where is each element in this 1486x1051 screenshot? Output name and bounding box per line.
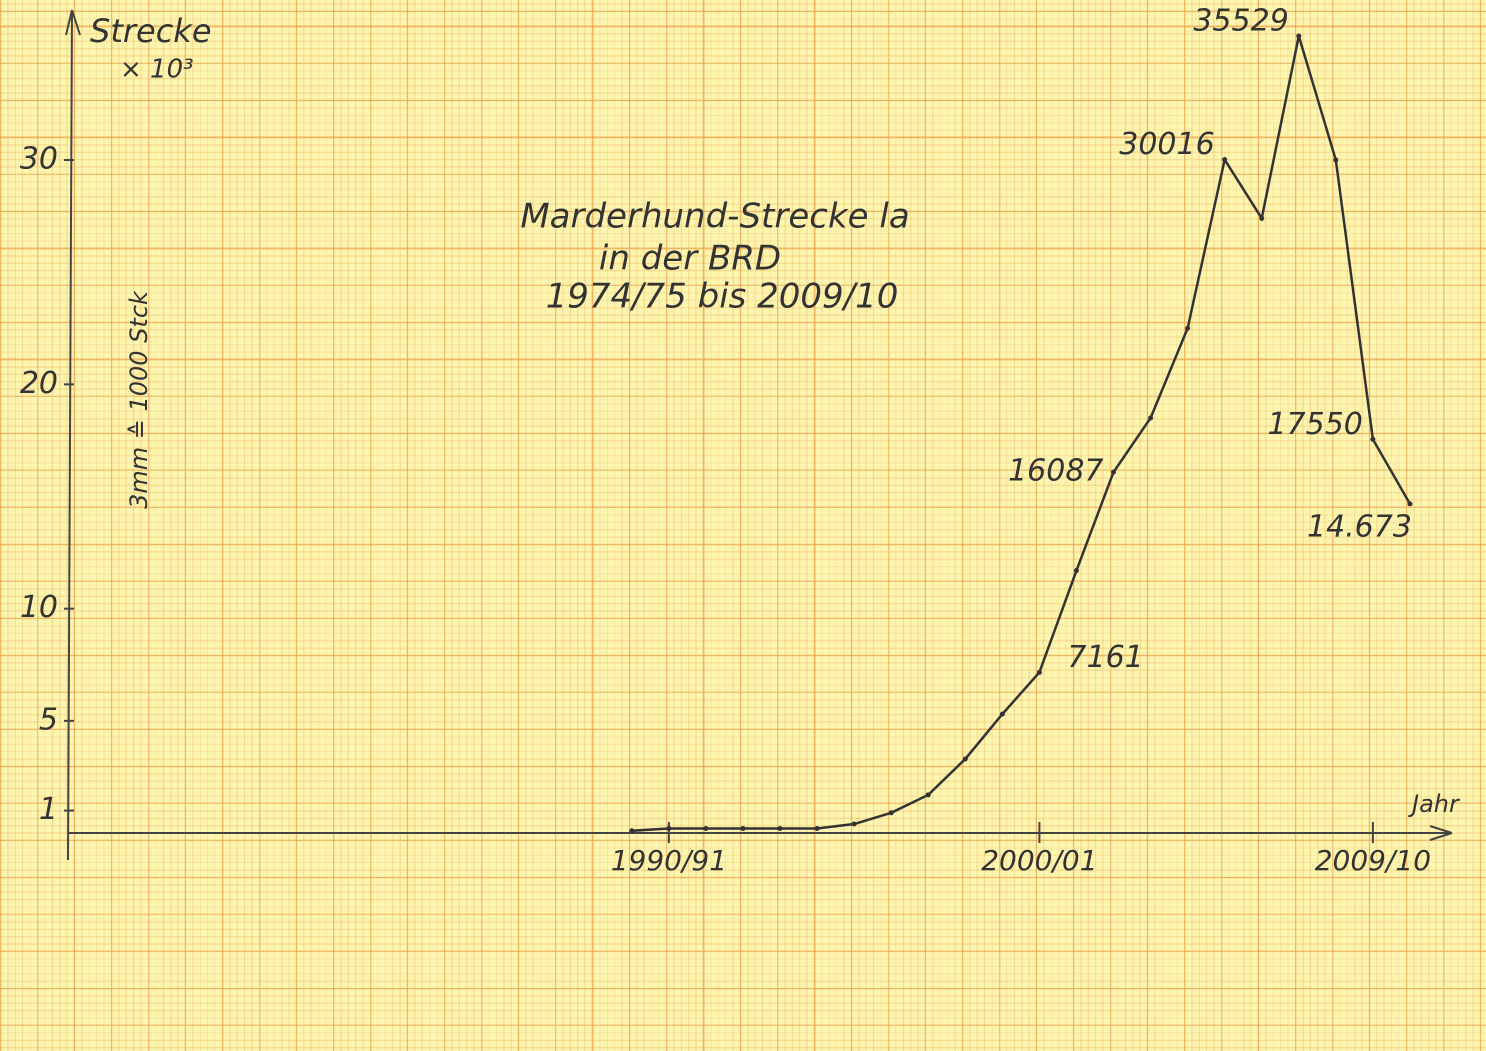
data-point: [1333, 158, 1338, 163]
value-label: 16087: [1008, 454, 1103, 489]
y-unit: × 10³: [120, 55, 194, 85]
data-point: [1259, 216, 1264, 221]
data-point: [926, 792, 931, 797]
title-line: in der BRD: [599, 239, 781, 279]
data-point: [740, 826, 745, 831]
data-point: [815, 826, 820, 831]
title-line: Marderhund-Strecke la: [520, 197, 909, 237]
y-label: Strecke: [90, 12, 212, 50]
x-label: Jahr: [1408, 790, 1461, 818]
y-tick-label: 30: [20, 142, 58, 177]
value-label: 7161: [1067, 640, 1143, 675]
data-point: [1407, 501, 1412, 506]
x-tick-label: 2000/01: [981, 844, 1097, 877]
data-point: [1222, 157, 1227, 162]
y-axis: [68, 10, 72, 860]
data-point: [1185, 326, 1190, 331]
data-point: [963, 756, 968, 761]
data-point: [852, 822, 857, 827]
x-axis-arrow: [1430, 826, 1452, 833]
scale-note: 3mm ≙ 1000 Stck: [125, 290, 153, 509]
y-tick-label: 1: [39, 792, 58, 827]
data-point: [1037, 670, 1042, 675]
data-point: [1296, 33, 1301, 38]
value-label: 30016: [1119, 127, 1214, 162]
y-axis-arrow: [72, 10, 80, 35]
data-point: [778, 826, 783, 831]
y-tick-label: 5: [39, 702, 58, 737]
x-tick-label: 2009/10: [1315, 844, 1431, 877]
y-tick-label: 20: [20, 366, 58, 401]
value-label: 17550: [1267, 407, 1362, 442]
y-tick-label: 10: [20, 590, 58, 625]
data-point: [1000, 712, 1005, 717]
data-point: [1148, 416, 1153, 421]
value-label: 35529: [1193, 3, 1288, 38]
data-point: [1074, 568, 1079, 573]
data-point: [666, 826, 671, 831]
data-point: [1111, 470, 1116, 475]
data-point: [889, 810, 894, 815]
data-point: [629, 828, 634, 833]
data-point: [703, 826, 708, 831]
data-point: [1370, 437, 1375, 442]
x-axis-arrow: [1430, 833, 1452, 840]
title-line: 1974/75 bis 2009/10: [546, 277, 899, 317]
value-label: 14.673: [1307, 509, 1412, 544]
x-tick-label: 1990/91: [611, 844, 727, 877]
chart: Marderhund-Strecke la in der BRD 1974/75…: [0, 0, 1486, 1051]
